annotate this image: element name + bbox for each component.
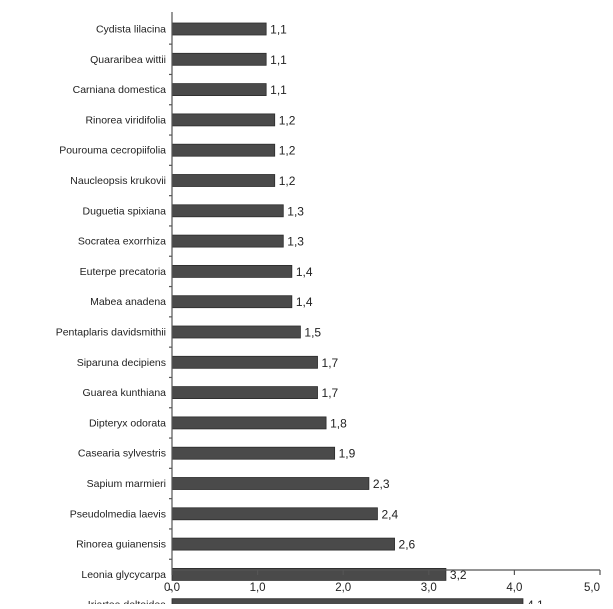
value-label: 1,1 xyxy=(270,53,287,67)
value-label: 1,3 xyxy=(287,235,304,249)
bar xyxy=(171,234,284,248)
category-label: Casearia sylvestris xyxy=(78,448,166,460)
category-label: Rinorea guianensis xyxy=(76,539,166,551)
category-label: Iriartea deltoidea xyxy=(88,599,166,604)
bar xyxy=(171,113,276,127)
category-label: Pseudolmedia laevis xyxy=(70,508,166,520)
category-label: Naucleopsis krukovii xyxy=(70,175,166,187)
value-label: 1,7 xyxy=(322,386,339,400)
value-label: 1,9 xyxy=(339,447,356,461)
category-label: Siparuna decipiens xyxy=(77,357,166,369)
value-label: 1,2 xyxy=(279,113,296,127)
value-labels: 1,1 1,1 1,1 1,2 1,2 1,2 1,3 1,3 1,4 1,4 1,5 1,7 1,7 1… xyxy=(270,23,544,609)
category-label: Guarea kunthiana xyxy=(83,387,167,399)
bar xyxy=(171,325,301,339)
category-label: Rinorea viridifolia xyxy=(85,114,166,126)
x-tick-label: 0,0 xyxy=(164,582,180,594)
category-label: Socratea exorrhiza xyxy=(78,236,166,248)
value-label: 1,4 xyxy=(296,295,313,309)
value-label: 1,4 xyxy=(296,265,313,279)
value-label: 2,6 xyxy=(399,538,416,552)
bar xyxy=(171,355,318,369)
value-label: 3,2 xyxy=(450,568,467,582)
value-label: 1,8 xyxy=(330,416,347,430)
category-label: Mabea anadena xyxy=(90,296,166,308)
bar xyxy=(171,264,293,278)
bar xyxy=(171,537,395,551)
value-label: 1,2 xyxy=(279,174,296,188)
category-label: Duguetia spixiana xyxy=(83,205,167,217)
category-labels: Cydista lilacina Quararibea wittii Carnian… xyxy=(56,24,167,609)
x-tick-label: 2,0 xyxy=(335,582,351,594)
category-label: Pourouma cecropiifolia xyxy=(59,145,166,157)
category-label: Quararibea wittii xyxy=(90,54,166,66)
bar xyxy=(171,598,524,609)
value-label: 1,1 xyxy=(270,23,287,37)
bar xyxy=(171,295,293,309)
bar xyxy=(171,174,276,187)
bars-group xyxy=(171,22,524,609)
bar xyxy=(171,416,327,430)
value-label: 1,2 xyxy=(279,144,296,158)
value-label: 2,4 xyxy=(381,507,398,521)
value-label: 2,3 xyxy=(373,477,390,491)
x-tick-label: 5,0 xyxy=(584,582,600,594)
bar xyxy=(171,143,276,157)
bar xyxy=(171,22,267,36)
category-label: Pentaplaris davidsmithii xyxy=(56,327,166,339)
value-label: 4,1 xyxy=(527,598,544,604)
bar xyxy=(171,83,267,96)
bar xyxy=(171,446,336,460)
category-label: Sapium marmieri xyxy=(87,478,166,490)
bar xyxy=(171,386,318,400)
category-label: Cydista lilacina xyxy=(96,24,166,36)
value-label: 1,7 xyxy=(322,356,339,370)
x-tick-label: 4,0 xyxy=(506,582,522,594)
x-axis: 0,0 1,0 2,0 3,0 4,0 5,0 xyxy=(164,12,601,594)
x-tick-label: 1,0 xyxy=(250,582,266,594)
bar xyxy=(171,204,284,218)
category-label: Carniana domestica xyxy=(73,84,167,96)
value-label: 1,5 xyxy=(304,326,321,340)
category-label: Euterpe precatoria xyxy=(80,266,167,278)
bar xyxy=(171,52,267,66)
value-label: 1,1 xyxy=(270,83,287,97)
bar xyxy=(171,507,378,521)
x-tick-label: 3,0 xyxy=(421,582,437,594)
category-label: Leonia glycycarpa xyxy=(81,569,166,581)
value-label: 1,3 xyxy=(287,204,304,218)
bar xyxy=(171,477,370,490)
category-label: Dipteryx odorata xyxy=(89,417,166,429)
